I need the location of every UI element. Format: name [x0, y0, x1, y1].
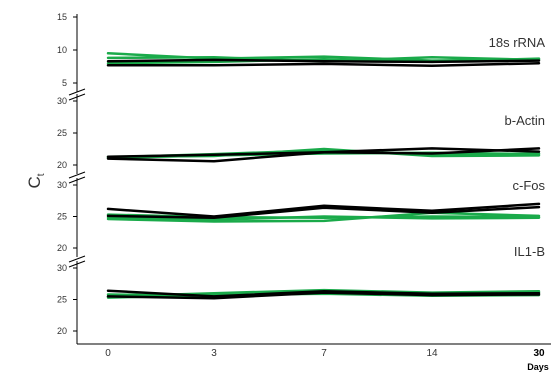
y-tick-label: 20: [57, 160, 67, 170]
panel-title: b-Actin: [505, 113, 545, 128]
axis-break-mark: [68, 260, 86, 268]
series-line-control: [106, 147, 541, 158]
x-tick-label: 30: [533, 348, 545, 359]
series-line-treated: [106, 215, 541, 221]
x-tick-label: 14: [426, 348, 438, 359]
y-tick-label: 10: [57, 45, 67, 55]
y-tick-label: 5: [62, 78, 67, 88]
y-tick-label: 30: [57, 180, 67, 190]
panel-title: IL1-B: [514, 244, 545, 259]
y-tick-label: 25: [57, 295, 67, 305]
y-tick-label: 25: [57, 212, 67, 222]
series-line-control: [106, 61, 541, 68]
x-axis: 0 3 7 14 30: [77, 343, 551, 359]
panel-0: 5 10 15 18s rRNA: [57, 12, 545, 88]
y-tick-label: 25: [57, 128, 67, 138]
axis-break-mark: [68, 93, 86, 101]
x-axis-label: Days: [527, 362, 549, 372]
series-line-control: [106, 289, 541, 298]
y-tick-label: 15: [57, 12, 67, 22]
panel-1: 20 25 30 b-Actin: [57, 96, 545, 170]
y-axis-label-subscript: t: [36, 173, 47, 176]
series-line-control: [106, 291, 541, 300]
y-tick-label: 30: [57, 263, 67, 273]
panel-title: 18s rRNA: [489, 35, 546, 50]
axis-break-mark: [68, 176, 86, 184]
x-tick-label: 3: [211, 348, 217, 359]
panel-2: 20 25 30 c-Fos: [57, 178, 546, 253]
axis-break-mark: [68, 171, 86, 179]
y-tick-label: 30: [57, 96, 67, 106]
y-axis: [68, 14, 86, 344]
y-tick-label: 20: [57, 326, 67, 336]
x-tick-label: 7: [321, 348, 327, 359]
panel-3: 20 25 30 IL1-B: [57, 244, 545, 336]
axis-break-mark: [68, 88, 86, 96]
x-tick-label: 0: [105, 348, 111, 359]
series-line-treated: [106, 211, 541, 223]
axis-break-mark: [68, 255, 86, 263]
series-line-control: [106, 205, 541, 220]
y-axis-label-main: C: [25, 176, 44, 188]
y-axis-label: Ct: [25, 173, 47, 188]
panel-title: c-Fos: [513, 178, 546, 193]
series-line-control: [106, 58, 541, 64]
y-tick-label: 20: [57, 243, 67, 253]
series-line-control: [106, 202, 541, 218]
svg-text:Ct: Ct: [25, 173, 47, 188]
